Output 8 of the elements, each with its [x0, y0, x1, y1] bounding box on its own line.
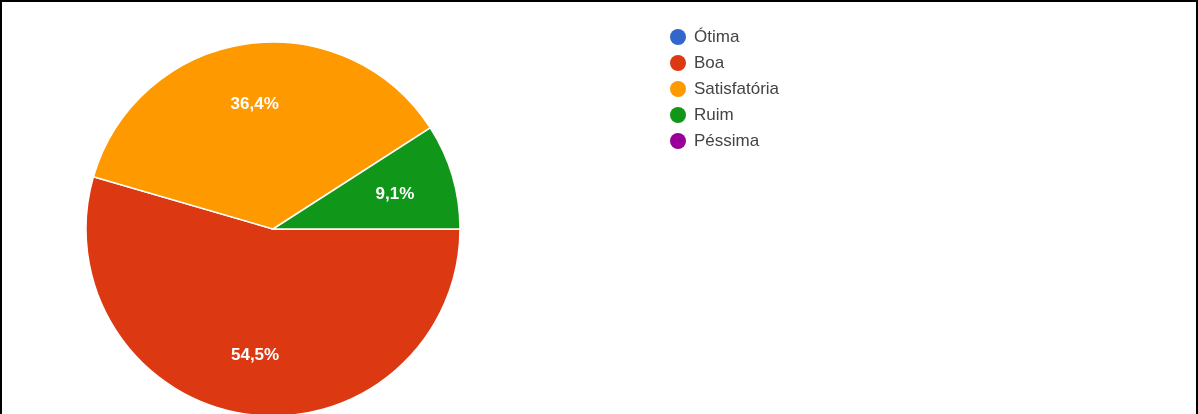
data-label: 54,5%: [230, 345, 280, 365]
legend-label: Satisfatória: [694, 79, 780, 99]
legend-label: Ótima: [694, 27, 740, 47]
legend-label: Péssima: [694, 131, 760, 151]
data-label: 9,1%: [375, 183, 415, 203]
legend-label: Boa: [694, 53, 725, 73]
legend-label: Ruim: [694, 105, 734, 125]
data-label: 36,4%: [230, 93, 279, 113]
